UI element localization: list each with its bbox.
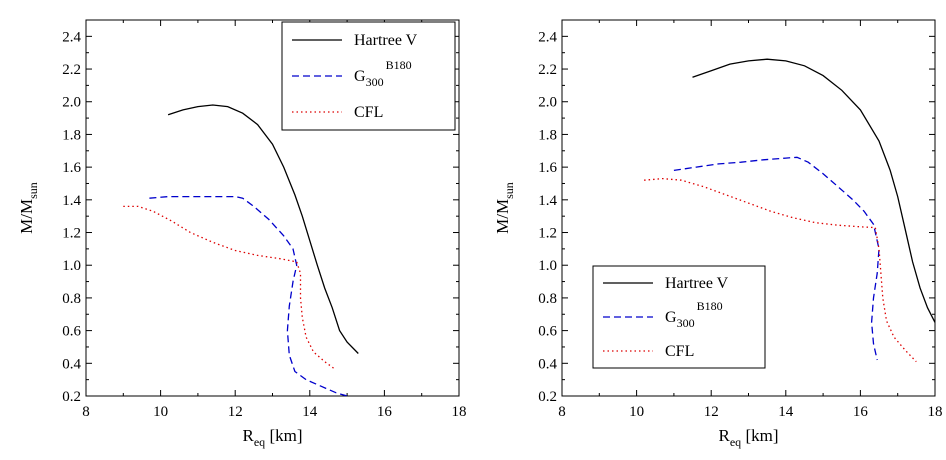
x-axis-label: Req [km] xyxy=(243,426,303,449)
x-tick-label: 10 xyxy=(153,404,168,420)
chart-panel-2: 8 10 12 14 16 18 0.2 0.4 0.6 0.8 1.0 1.2 1.4 1.6 1.8 2.… xyxy=(493,19,943,449)
x-tick-label: 8 xyxy=(558,404,566,420)
y-tick-label: 0.4 xyxy=(538,356,557,372)
legend-label: Hartree V xyxy=(354,32,418,49)
x-tick-label: 14 xyxy=(778,404,794,420)
y-tick-label: 0.6 xyxy=(62,324,81,340)
x-tick-label: 18 xyxy=(452,404,467,420)
y-tick-label: 2.2 xyxy=(538,62,557,78)
y-tick-label: 1.8 xyxy=(538,127,557,143)
x-tick-label: 12 xyxy=(704,404,719,420)
y-tick-label: 0.4 xyxy=(62,356,81,372)
y-tick-label: 1.6 xyxy=(62,160,81,176)
y-tick-label: 2.0 xyxy=(538,95,557,111)
x-tick-label: 14 xyxy=(302,404,318,420)
y-tick-label: 2.2 xyxy=(62,62,81,78)
y-tick-label: 0.8 xyxy=(538,291,557,307)
x-tick-label: 12 xyxy=(228,404,243,420)
y-tick-label: 1.4 xyxy=(62,193,81,209)
y-tick-label: 0.8 xyxy=(62,291,81,307)
x-axis-label: Req [km] xyxy=(719,426,779,449)
x-tick-label: 18 xyxy=(928,404,943,420)
legend: Hartree V G300B180 CFL xyxy=(281,21,456,131)
legend-label: G300B180 xyxy=(665,299,723,330)
y-axis-label: M/Msun xyxy=(493,182,516,234)
x-tick-label: 16 xyxy=(377,404,393,420)
series-line-2 xyxy=(673,156,880,361)
x-tick-label: 16 xyxy=(853,404,869,420)
y-tick-label: 1.8 xyxy=(62,127,81,143)
y-tick-label: 1.0 xyxy=(62,258,81,274)
y-tick-label: 2.0 xyxy=(62,95,81,111)
y-axis-label: M/Msun xyxy=(17,182,40,234)
chart-panel-1: 8 10 12 14 16 18 0.2 0.4 0.6 0.8 1.0 1.2 1.4 1.6 1.8 2.… xyxy=(17,19,467,449)
y-tick-label: 1.4 xyxy=(538,193,557,209)
y-tick-label: 1.6 xyxy=(538,160,557,176)
legend: Hartree V G300B180 CFL xyxy=(592,265,766,369)
series-line-1 xyxy=(167,104,359,354)
series-line-3 xyxy=(123,205,337,371)
y-tick-label: 0.2 xyxy=(538,389,557,405)
y-tick-label: 1.2 xyxy=(538,226,557,242)
y-tick-label: 0.6 xyxy=(538,324,557,340)
legend-label: CFL xyxy=(665,343,694,360)
legend-label: Hartree V xyxy=(665,275,729,292)
series-line-1 xyxy=(692,58,935,323)
y-tick-label: 1.2 xyxy=(62,226,81,242)
series-line-2 xyxy=(149,195,348,396)
y-tick-label: 2.4 xyxy=(538,29,557,45)
y-tick-label: 0.2 xyxy=(62,389,81,405)
y-tick-label: 2.4 xyxy=(62,29,81,45)
x-tick-label: 10 xyxy=(629,404,644,420)
legend-label: G300B180 xyxy=(354,58,412,89)
legend-label: CFL xyxy=(354,104,383,121)
y-tick-label: 1.0 xyxy=(538,258,557,274)
x-tick-label: 8 xyxy=(82,404,90,420)
